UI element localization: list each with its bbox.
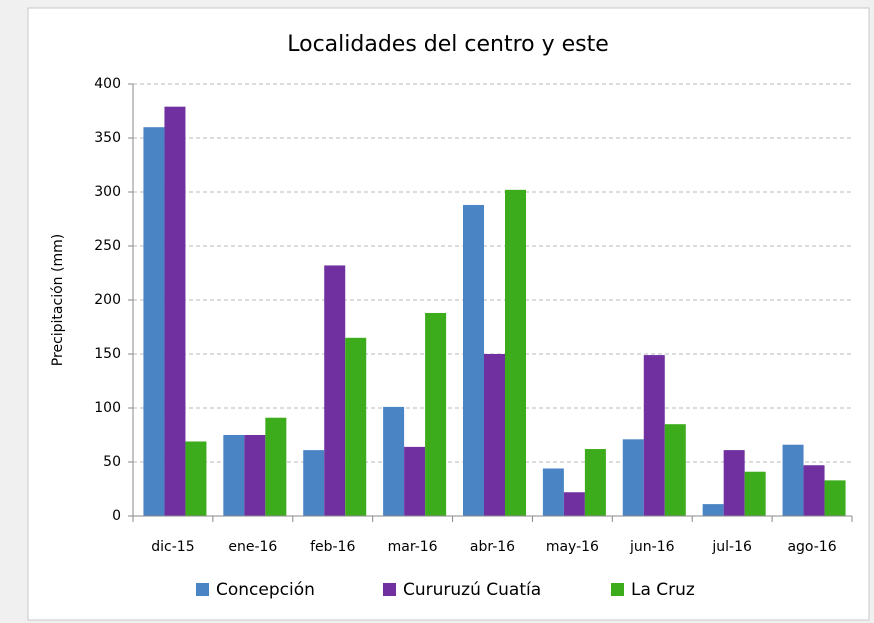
y-tick-label: 250 — [94, 238, 121, 254]
bar — [164, 106, 186, 517]
y-tick-label: 400 — [94, 76, 121, 92]
legend-label: La Cruz — [631, 580, 695, 600]
bar — [345, 337, 367, 516]
bar — [143, 127, 165, 516]
bar — [702, 504, 724, 516]
y-tick-label: 100 — [94, 400, 121, 416]
bar — [744, 471, 766, 516]
bar — [265, 417, 287, 516]
bar — [803, 465, 825, 516]
bar — [383, 406, 405, 516]
bar — [404, 446, 426, 516]
y-tick-label: 150 — [94, 346, 121, 362]
y-axis-label: Precipitación (mm) — [50, 234, 66, 366]
bar — [622, 439, 644, 516]
bar — [244, 435, 266, 516]
bar — [643, 355, 665, 516]
x-tick-label: ago-16 — [787, 539, 836, 555]
legend-label: Concepción — [216, 580, 315, 600]
bar — [324, 265, 346, 516]
legend: Concepción Cururuzú Cuatía La Cruz — [196, 580, 695, 600]
x-tick-label: may-16 — [546, 539, 599, 555]
legend-label: Cururuzú Cuatía — [403, 580, 541, 600]
x-tick-label: jun-16 — [629, 539, 675, 555]
bar — [824, 480, 846, 516]
y-tick-label: 300 — [94, 184, 121, 200]
y-tick-label: 200 — [94, 292, 121, 308]
bar — [505, 189, 526, 516]
bar — [584, 449, 606, 516]
bar — [223, 435, 245, 516]
bar — [185, 441, 207, 516]
bar — [782, 444, 804, 516]
chart-title: Localidades del centro y este — [287, 32, 609, 57]
bar — [463, 204, 484, 516]
legend-swatch — [196, 583, 209, 596]
y-tick-label: 0 — [112, 508, 121, 524]
bar — [542, 468, 564, 516]
x-tick-label: ene-16 — [228, 539, 277, 555]
x-tick-label: feb-16 — [310, 539, 355, 555]
y-tick-label: 50 — [103, 454, 121, 470]
bar — [303, 450, 325, 516]
y-tick-label: 350 — [94, 130, 121, 146]
legend-swatch — [383, 583, 396, 596]
bar — [563, 492, 585, 516]
bar — [484, 354, 505, 516]
legend-swatch — [611, 583, 624, 596]
x-tick-label: abr-16 — [470, 539, 515, 555]
x-tick-label: dic-15 — [151, 539, 194, 555]
bar — [723, 450, 745, 516]
bar — [425, 312, 447, 516]
bar — [664, 424, 686, 516]
x-tick-label: mar-16 — [388, 539, 438, 555]
x-tick-label: jul-16 — [711, 539, 752, 555]
